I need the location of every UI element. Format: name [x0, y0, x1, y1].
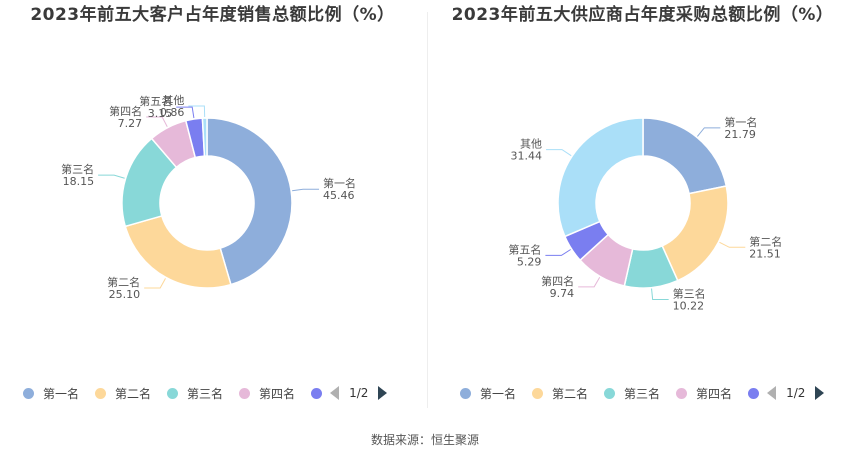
customers-label-name-2: 第二名 [107, 275, 140, 289]
customers-leader-line-5 [176, 106, 195, 119]
legend-label: 第三名 [187, 386, 224, 401]
data-source: 数据来源：恒生聚源 [370, 433, 479, 447]
legend-swatch [460, 387, 471, 399]
customers-label-value-2: 25.10 [109, 288, 141, 301]
suppliers-label-name-3: 第三名 [673, 287, 706, 301]
legend-label: 第二名 [115, 386, 152, 401]
customers-label-name-4: 第四名 [109, 104, 142, 118]
suppliers-label-name-4: 第四名 [541, 274, 574, 288]
suppliers-legend-item-3[interactable]: 第三名 [604, 385, 660, 402]
legend-suppliers: 第一名 第二名 第三名 第四名 1/2 [460, 384, 825, 402]
legend-page-number: 1/2 [349, 386, 369, 400]
customers-slice-2[interactable] [124, 214, 232, 289]
suppliers-label-value-6: 31.44 [511, 150, 543, 163]
suppliers-leader-line-3 [651, 288, 669, 301]
chart-title-customers: 2023年前五大客户占年度销售总额比例（%） [30, 5, 395, 25]
legend-prev-page-icon[interactable] [767, 386, 777, 400]
suppliers-leader-line-6 [546, 149, 572, 157]
customers-slice-6[interactable] [201, 117, 208, 157]
suppliers-legend-pager: 1/2 [767, 386, 825, 400]
legend-swatch [23, 387, 34, 399]
customers-label-value-4: 7.27 [118, 117, 143, 130]
legend-label: 第四名 [259, 386, 296, 401]
legend-label: 第三名 [624, 386, 661, 401]
suppliers-leader-line-4 [578, 277, 601, 288]
suppliers-leader-line-2 [719, 241, 746, 248]
suppliers-legend-item-2[interactable]: 第二名 [532, 385, 588, 402]
suppliers-legend-item-1[interactable]: 第一名 [460, 385, 516, 402]
customers-leader-line-3 [98, 174, 125, 179]
legend-page-number: 1/2 [786, 386, 806, 400]
customers-legend-item-1[interactable]: 第一名 [23, 385, 79, 402]
legend-label: 第一名 [480, 386, 517, 401]
legend-label: 第四名 [696, 386, 733, 401]
suppliers-label-value-3: 10.22 [673, 300, 705, 313]
customers-slice-1[interactable] [206, 117, 293, 286]
customers-label-value-5: 3.15 [148, 107, 173, 120]
legend-swatch [676, 387, 688, 399]
customers-leader-line-4 [146, 116, 168, 127]
customers-legend-item-4[interactable]: 第四名 [239, 385, 295, 402]
customers-label-name-6: 其他 [162, 94, 184, 107]
suppliers-label-value-2: 21.51 [749, 247, 781, 260]
suppliers-label-value-4: 9.74 [550, 287, 575, 300]
customers-label-name-5: 第五名 [139, 94, 172, 108]
legend-swatch [167, 387, 179, 399]
suppliers-label-value-1: 21.79 [724, 128, 756, 141]
suppliers-leader-line-1 [696, 127, 721, 137]
suppliers-leader-line-5 [545, 249, 571, 256]
legend-label: 第二名 [552, 386, 589, 401]
customers-legend-pager: 1/2 [330, 386, 388, 400]
legend-customers: 第一名 第二名 第三名 第四名 1/2 [23, 384, 388, 402]
chart-title-suppliers: 2023年前五大供应商占年度采购总额比例（%） [451, 5, 834, 25]
suppliers-label-value-5: 5.29 [517, 255, 542, 268]
customers-label-name-3: 第三名 [61, 162, 94, 176]
legend-label: 第一名 [43, 386, 80, 401]
suppliers-label-name-1: 第一名 [724, 115, 757, 129]
legend-swatch [95, 387, 107, 399]
customers-label-value-3: 18.15 [63, 175, 95, 188]
legend-prev-page-icon[interactable] [330, 386, 340, 400]
panel-divider [427, 12, 428, 408]
suppliers-label-name-5: 第五名 [508, 242, 541, 256]
customers-legend-item-3[interactable]: 第三名 [167, 385, 223, 402]
legend-swatch [532, 387, 544, 399]
customers-label-name-1: 第一名 [323, 176, 356, 190]
suppliers-label-name-6: 其他 [520, 138, 542, 151]
customers-label-value-1: 45.46 [323, 189, 355, 202]
customers-leader-line-1 [292, 188, 320, 192]
customers-leader-line-2 [144, 278, 166, 289]
customers-label-value-6: 0.86 [160, 106, 185, 119]
suppliers-slice-1[interactable] [642, 117, 728, 195]
suppliers-legend-item-5-swatch[interactable] [748, 387, 760, 399]
legend-next-page-icon[interactable] [378, 386, 388, 400]
suppliers-label-name-2: 第二名 [749, 234, 782, 248]
customers-legend-item-5-swatch[interactable] [311, 387, 323, 399]
suppliers-legend-item-4[interactable]: 第四名 [676, 385, 732, 402]
customers-legend-item-2[interactable]: 第二名 [95, 385, 151, 402]
suppliers-slice-6[interactable] [557, 117, 644, 238]
legend-swatch [239, 387, 251, 399]
customers-leader-line-6 [188, 105, 206, 118]
legend-next-page-icon[interactable] [815, 386, 825, 400]
legend-swatch [604, 387, 616, 399]
